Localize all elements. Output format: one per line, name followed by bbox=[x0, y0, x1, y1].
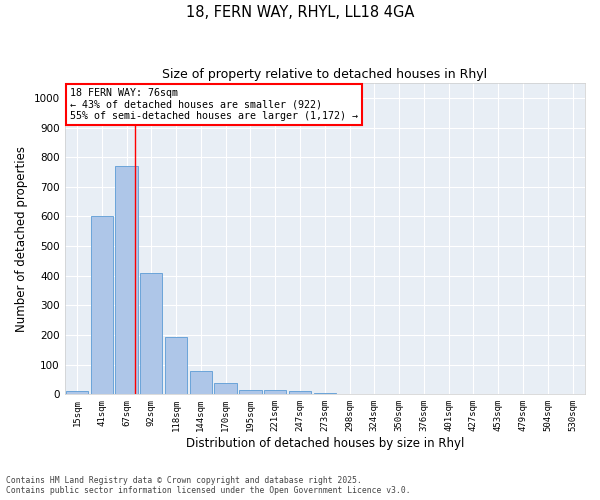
Bar bbox=[115, 166, 137, 394]
Text: 18 FERN WAY: 76sqm
← 43% of detached houses are smaller (922)
55% of semi-detach: 18 FERN WAY: 76sqm ← 43% of detached hou… bbox=[70, 88, 358, 121]
Bar bbox=[289, 392, 311, 394]
X-axis label: Distribution of detached houses by size in Rhyl: Distribution of detached houses by size … bbox=[185, 437, 464, 450]
Text: Contains HM Land Registry data © Crown copyright and database right 2025.
Contai: Contains HM Land Registry data © Crown c… bbox=[6, 476, 410, 495]
Bar bbox=[140, 273, 163, 394]
Bar bbox=[165, 336, 187, 394]
Bar bbox=[66, 392, 88, 394]
Title: Size of property relative to detached houses in Rhyl: Size of property relative to detached ho… bbox=[162, 68, 487, 80]
Bar bbox=[91, 216, 113, 394]
Bar bbox=[214, 383, 237, 394]
Y-axis label: Number of detached properties: Number of detached properties bbox=[15, 146, 28, 332]
Bar bbox=[314, 393, 336, 394]
Bar bbox=[264, 390, 286, 394]
Text: 18, FERN WAY, RHYL, LL18 4GA: 18, FERN WAY, RHYL, LL18 4GA bbox=[186, 5, 414, 20]
Bar bbox=[190, 370, 212, 394]
Bar bbox=[239, 390, 262, 394]
